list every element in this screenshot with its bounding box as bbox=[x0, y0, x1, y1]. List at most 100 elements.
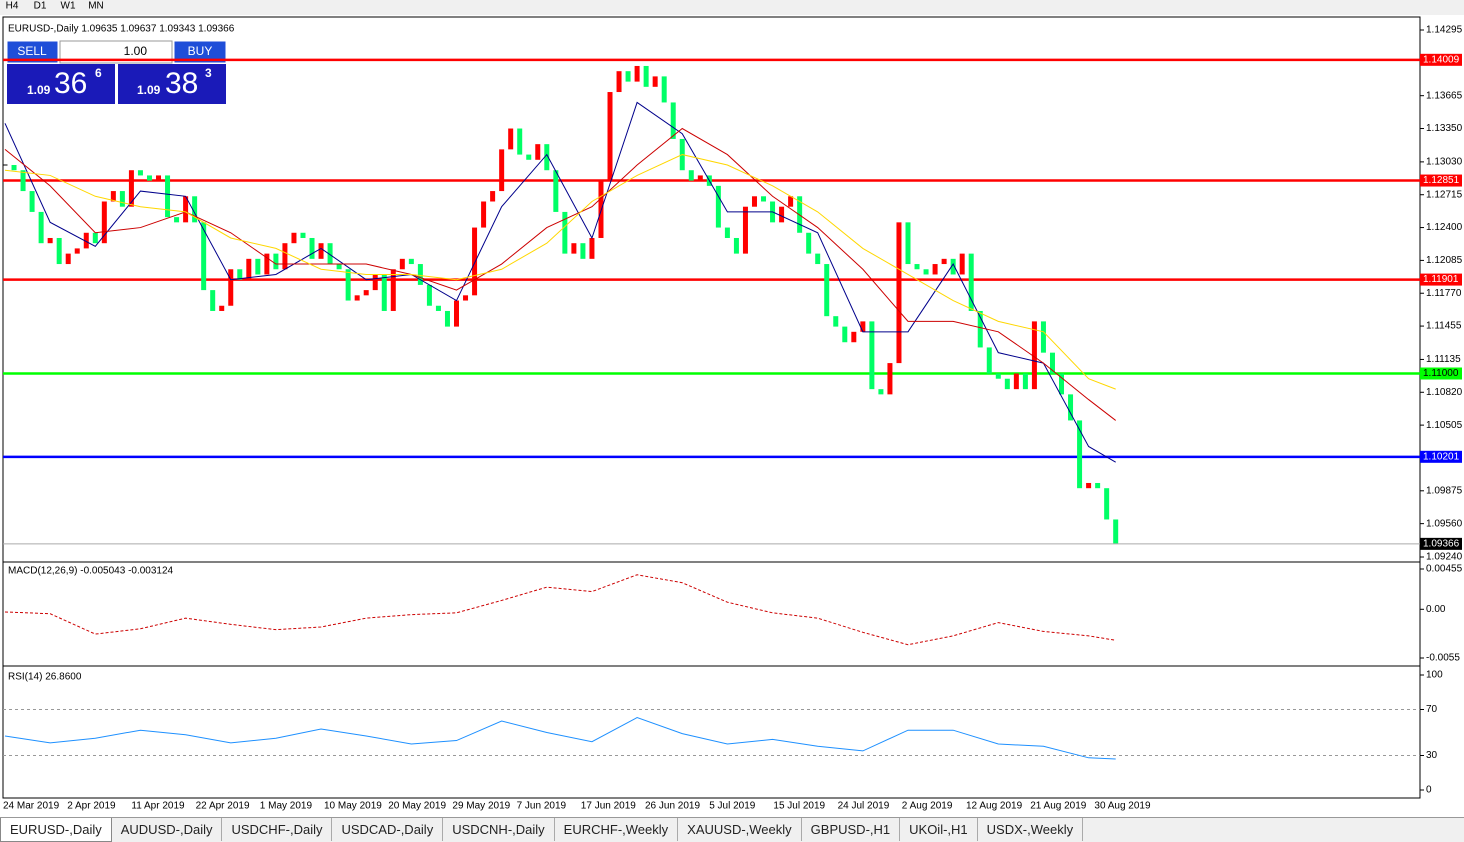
candle bbox=[291, 232, 297, 244]
timeframe-button[interactable]: W1 bbox=[61, 1, 76, 12]
symbol-tab[interactable]: EURCHF-,Weekly bbox=[555, 818, 679, 841]
x-tick-label: 17 Jun 2019 bbox=[581, 801, 636, 812]
symbol-tab[interactable]: XAUUSD-,Weekly bbox=[678, 818, 802, 841]
lots-input[interactable] bbox=[59, 40, 173, 64]
candle bbox=[408, 258, 414, 265]
candle bbox=[1086, 482, 1092, 489]
terminal: SELL 1.00 BUY 1.09 36 6 1.09 38 3 H4 D1 W1… bbox=[0, 0, 1464, 812]
candle bbox=[273, 253, 279, 270]
candle bbox=[309, 237, 315, 259]
candle bbox=[435, 305, 441, 311]
y-tick-label: 1.12085 bbox=[1426, 255, 1463, 266]
y-tick-label: 1.11770 bbox=[1426, 288, 1462, 299]
symbol-tab[interactable]: USDCNH-,Daily bbox=[443, 818, 555, 841]
candle bbox=[399, 258, 405, 270]
y-tick-label: 0 bbox=[1426, 785, 1432, 796]
ask-box[interactable] bbox=[118, 64, 226, 104]
candle bbox=[327, 243, 333, 265]
candle bbox=[724, 227, 730, 238]
candle bbox=[553, 170, 559, 212]
y-tick-label: 1.11455 bbox=[1426, 321, 1462, 332]
candle bbox=[56, 237, 62, 265]
candle bbox=[137, 170, 143, 176]
buy-label: BUY bbox=[188, 44, 213, 58]
candle bbox=[101, 201, 107, 244]
candle bbox=[345, 269, 351, 301]
candle bbox=[715, 185, 721, 228]
level-label-box bbox=[1420, 273, 1462, 286]
y-tick-label: 1.13030 bbox=[1426, 157, 1463, 168]
symbol-tab[interactable]: USDCHF-,Daily bbox=[222, 818, 333, 841]
x-tick-label: 7 Jun 2019 bbox=[517, 801, 567, 812]
candle bbox=[562, 211, 568, 254]
candle bbox=[1004, 378, 1010, 390]
y-tick-label: 1.09875 bbox=[1426, 485, 1463, 496]
candle bbox=[454, 300, 459, 327]
bid-prefix: 1.09 bbox=[27, 83, 51, 97]
sell-button[interactable] bbox=[6, 40, 59, 64]
candle bbox=[354, 295, 360, 301]
x-tick-label: 11 Apr 2019 bbox=[131, 801, 185, 812]
x-tick-label: 10 May 2019 bbox=[324, 801, 382, 812]
pane-title: RSI(14) 26.8600 bbox=[8, 672, 82, 683]
symbol-tab[interactable]: AUDUSD-,Daily bbox=[112, 818, 223, 841]
candle bbox=[110, 191, 116, 202]
candle bbox=[1068, 394, 1074, 421]
symbol-tab[interactable]: UKOil-,H1 bbox=[900, 818, 978, 841]
x-tick-label: 2 Aug 2019 bbox=[902, 801, 953, 812]
candle bbox=[535, 144, 541, 160]
candle bbox=[860, 321, 866, 332]
timeframe-button[interactable]: MN bbox=[88, 1, 104, 12]
x-tick-label: 15 Jul 2019 bbox=[773, 801, 825, 812]
candle bbox=[959, 253, 965, 275]
candle bbox=[38, 211, 44, 244]
indicator-line bbox=[4, 574, 1116, 646]
candle bbox=[761, 196, 767, 202]
ask-prefix: 1.09 bbox=[137, 83, 161, 97]
candle bbox=[174, 217, 180, 223]
x-tick-label: 12 Aug 2019 bbox=[966, 801, 1023, 812]
level-label-box bbox=[1420, 174, 1462, 187]
buy-button[interactable] bbox=[173, 40, 227, 64]
y-tick-label: 1.09560 bbox=[1426, 518, 1463, 529]
level-label: 1.14009 bbox=[1423, 54, 1460, 65]
candle bbox=[128, 170, 134, 207]
candle bbox=[1049, 352, 1055, 374]
level-label: 1.11000 bbox=[1423, 368, 1459, 379]
candle bbox=[463, 295, 469, 301]
candle bbox=[625, 71, 631, 82]
bid-main: 36 bbox=[54, 67, 87, 100]
candle bbox=[255, 258, 261, 275]
candle bbox=[887, 363, 893, 395]
timeframe-button[interactable]: H4 bbox=[6, 1, 19, 12]
candle bbox=[751, 196, 757, 207]
trade-panel: SELL 1.00 BUY 1.09 36 6 1.09 38 3 bbox=[6, 40, 227, 104]
tab-bar: EURUSD-,Daily AUDUSD-,Daily USDCHF-,Daily U… bbox=[0, 817, 1464, 842]
y-tick-label: 70 bbox=[1426, 704, 1438, 715]
y-tick-label: 1.10505 bbox=[1426, 420, 1463, 431]
symbol-tab[interactable]: GBPUSD-,H1 bbox=[802, 818, 901, 841]
x-tick-label: 20 May 2019 bbox=[388, 801, 446, 812]
candle bbox=[905, 222, 911, 265]
x-tick-label: 5 Jul 2019 bbox=[709, 801, 756, 812]
candle bbox=[481, 201, 487, 228]
y-tick-label: 0.00 bbox=[1426, 604, 1446, 615]
candle bbox=[815, 253, 821, 265]
x-tick-label: 1 May 2019 bbox=[260, 801, 313, 812]
symbol-tab[interactable]: USDX-,Weekly bbox=[978, 818, 1084, 841]
candle bbox=[571, 243, 577, 254]
candle bbox=[688, 170, 694, 181]
candle bbox=[788, 196, 794, 207]
y-tick-label: 100 bbox=[1426, 670, 1443, 681]
candle bbox=[508, 128, 514, 150]
candle bbox=[336, 264, 342, 270]
candle bbox=[74, 248, 80, 254]
candle bbox=[390, 269, 396, 311]
chart-frame bbox=[2, 16, 1421, 799]
symbol-tab[interactable]: USDCAD-,Daily bbox=[332, 818, 444, 841]
symbol-tab[interactable]: EURUSD-,Daily bbox=[0, 818, 112, 842]
candle bbox=[29, 191, 35, 212]
bid-box[interactable] bbox=[7, 64, 115, 104]
timeframe-button[interactable]: D1 bbox=[34, 1, 47, 12]
candle bbox=[318, 243, 324, 259]
